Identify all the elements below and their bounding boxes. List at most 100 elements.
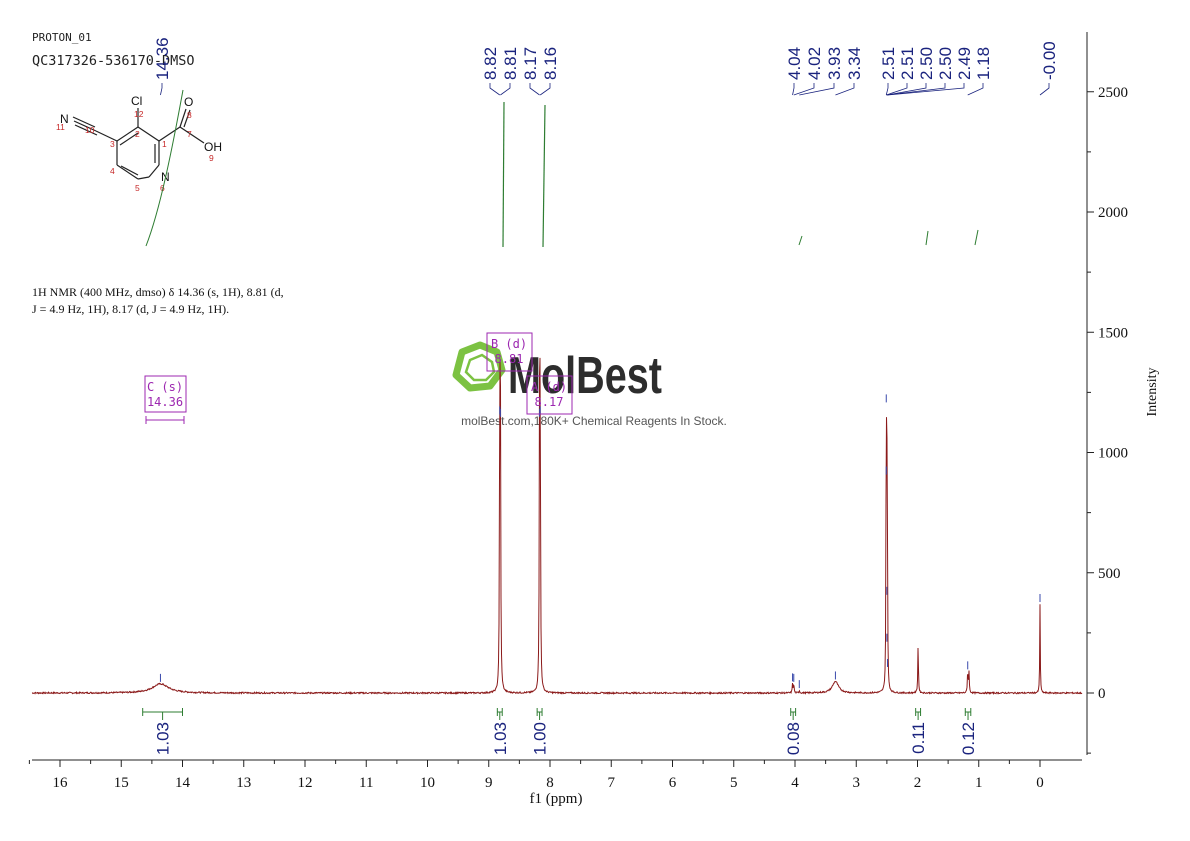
integral-value: 1.00 xyxy=(531,722,550,755)
peak-label-leader xyxy=(967,83,984,96)
spectrum-line xyxy=(31,357,1083,696)
peak-label-leader xyxy=(1039,83,1050,96)
multiplet-boxes: C (s)14.36 B (d)8.81 A (d)8.17 xyxy=(144,332,573,424)
multiplet-name: A (d) xyxy=(531,380,567,394)
peak-label-leader xyxy=(886,83,908,96)
multiplet-shift: 8.17 xyxy=(535,395,564,409)
x-tick-label: 8 xyxy=(546,775,554,791)
atom-n-nitrile: N xyxy=(60,112,69,126)
multiplet-box xyxy=(144,375,187,413)
peak-label: 8.81 xyxy=(501,47,520,80)
multiplet-box xyxy=(486,332,533,372)
peak-label: 8.82 xyxy=(481,47,500,80)
molbest-logo-icon xyxy=(452,341,506,392)
peak-label: -0.00 xyxy=(1040,41,1059,80)
x-tick-label: 4 xyxy=(791,775,799,791)
peak-label: 2.51 xyxy=(898,47,917,80)
integral-value: 0.08 xyxy=(784,722,803,755)
chemical-structure: Cl O OH N N 1 2 3 4 5 6 7 8 9 10 11 12 xyxy=(56,94,222,193)
y-axis-label: Intensity xyxy=(1145,368,1160,417)
peak-label: 4.04 xyxy=(785,47,804,80)
atom-number: 8 xyxy=(187,110,192,120)
integral-curve xyxy=(974,229,979,246)
atom-number: 4 xyxy=(110,166,115,176)
peak-label-leader xyxy=(886,83,927,96)
multiplet-shift: 14.36 xyxy=(147,395,183,409)
peak-label: 3.93 xyxy=(825,47,844,80)
atom-o: O xyxy=(184,95,193,109)
peak-label-leader xyxy=(160,83,163,96)
peak-label: 2.51 xyxy=(879,47,898,80)
peak-label: 2.50 xyxy=(936,47,955,80)
y-tick-label: 0 xyxy=(1098,686,1106,702)
peak-labels: 14.36 8.82 8.81 8.17 8.16 4.04 4.02 3.93 3.34 2.5… xyxy=(153,37,1059,689)
integral-value: 1.03 xyxy=(154,722,173,755)
peak-label-leader xyxy=(792,83,795,96)
atom-oh: OH xyxy=(204,140,222,154)
atom-number: 1 xyxy=(162,139,167,149)
atom-number: 5 xyxy=(135,183,140,193)
watermark-tagline: molBest.com,180K+ Chemical Reagents In S… xyxy=(461,414,727,428)
integral-value: 0.11 xyxy=(909,722,928,754)
peak-label-leader xyxy=(529,83,540,96)
atom-cl: Cl xyxy=(131,94,142,108)
y-tick-label: 2500 xyxy=(1098,85,1128,101)
x-tick-label: 6 xyxy=(669,775,677,791)
x-tick-label: 9 xyxy=(485,775,493,791)
integral-curve xyxy=(798,235,803,246)
integral-value: 1.03 xyxy=(491,722,510,755)
peak-label: 3.34 xyxy=(845,47,864,80)
peak-label-leader xyxy=(835,83,855,96)
peak-label: 14.36 xyxy=(153,37,172,80)
x-tick-label: 15 xyxy=(114,775,129,791)
integral-curves xyxy=(145,89,979,248)
x-tick-label: 0 xyxy=(1036,775,1044,791)
atom-number: 7 xyxy=(187,129,192,139)
x-tick-label: 5 xyxy=(730,775,738,791)
atom-number: 2 xyxy=(135,129,140,139)
y-tick-label: 1000 xyxy=(1098,446,1128,462)
peak-label: 1.18 xyxy=(974,47,993,80)
x-tick-label: 3 xyxy=(853,775,861,791)
x-tick-label: 2 xyxy=(914,775,922,791)
experiment-name: PROTON_01 xyxy=(32,31,92,44)
y-tick-label: 500 xyxy=(1098,566,1121,582)
y-tick-label: 1500 xyxy=(1098,325,1128,341)
atom-number: 12 xyxy=(134,109,144,119)
x-tick-label: 1 xyxy=(975,775,983,791)
multiplet-name: C (s) xyxy=(147,380,183,394)
x-tick-label: 7 xyxy=(608,775,616,791)
sample-name: QC317326-536170-DMSO xyxy=(32,53,195,69)
x-tick-label: 12 xyxy=(298,775,313,791)
peak-label-leader xyxy=(489,83,501,96)
peak-label: 2.49 xyxy=(955,47,974,80)
x-tick-label: 11 xyxy=(359,775,373,791)
integral-curve xyxy=(542,104,546,248)
peak-label: 2.50 xyxy=(917,47,936,80)
integral-markers: 1.03 1.03 1.00 0.08 0.11 0.12 xyxy=(142,708,978,755)
multiplet-shift: 8.81 xyxy=(495,352,524,366)
watermark: MolBest molBest.com,180K+ Chemical Reage… xyxy=(452,341,727,428)
x-tick-label: 10 xyxy=(420,775,435,791)
peak-label-leader xyxy=(799,83,835,96)
atom-number: 10 xyxy=(85,125,95,135)
peak-label: 8.17 xyxy=(521,47,540,80)
atom-number: 3 xyxy=(110,139,115,149)
peak-label-leader xyxy=(885,83,889,96)
y-axis: 0 500 1000 1500 2000 2500 Intensity xyxy=(1086,32,1160,755)
peak-label-leader xyxy=(500,83,511,96)
integral-curve xyxy=(502,101,505,248)
atom-number: 9 xyxy=(209,153,214,163)
multiplet-name: B (d) xyxy=(491,337,527,351)
peak-label-leader xyxy=(793,83,815,96)
integral-curve xyxy=(925,230,929,246)
x-tick-label: 14 xyxy=(175,775,191,791)
peak-label: 4.02 xyxy=(805,47,824,80)
peak-label-leader xyxy=(539,83,551,96)
x-tick-label: 16 xyxy=(53,775,69,791)
peak-label-leader xyxy=(886,83,946,96)
nmr-description-line-1: 1H NMR (400 MHz, dmso) δ 14.36 (s, 1H), … xyxy=(32,285,284,299)
multiplet-box xyxy=(526,375,573,415)
atom-number: 11 xyxy=(56,122,65,132)
